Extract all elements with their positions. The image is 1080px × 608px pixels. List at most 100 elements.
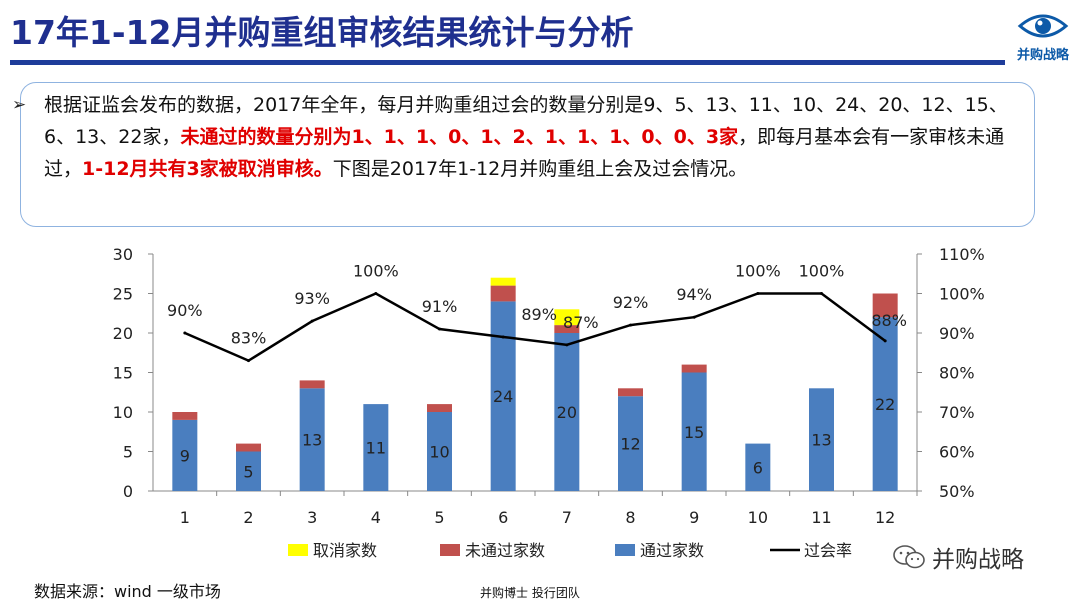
bar-cancel <box>490 277 516 286</box>
bar-fail <box>236 443 261 452</box>
x-tick-label: 3 <box>307 508 317 527</box>
x-tick-label: 4 <box>371 508 381 527</box>
y-right-tick-label: 110% <box>939 245 985 264</box>
pass-rate-point <box>247 359 250 363</box>
bar-pass <box>299 388 325 491</box>
footer-credit: 并购博士 投行团队 <box>480 586 580 600</box>
paragraph-text-1: 根据证监会发布的数据，2017年全年，每月并购重组过会的数量分别是9、5、13、… <box>44 94 1008 148</box>
page-title: 17年1-12月并购重组审核结果统计与分析 <box>10 13 634 52</box>
bar-fail <box>554 325 580 333</box>
pass-rate-label: 83% <box>231 329 267 348</box>
bar-cancel <box>554 309 580 326</box>
y-right-tick-label: 60% <box>939 443 975 462</box>
bar-fail <box>872 293 898 318</box>
bullet-arrow-icon: ➢ <box>12 95 27 115</box>
paragraph-text-3: 下图是2017年1-12月并购重组上会及过会情况。 <box>332 158 748 180</box>
pass-rate-point <box>820 292 823 295</box>
pass-rate-point <box>438 327 441 331</box>
bar-value-label: 13 <box>811 431 831 450</box>
legend-label: 通过家数 <box>640 541 704 560</box>
pass-rate-label: 100% <box>799 262 845 281</box>
title-underline <box>10 60 1005 65</box>
x-tick-label: 1 <box>180 508 190 527</box>
y-left-tick-label: 25 <box>113 285 133 304</box>
pass-rate-label: 88% <box>871 311 907 330</box>
bar-value-label: 11 <box>366 439 386 458</box>
bar-value-label: 15 <box>684 423 704 442</box>
pass-rate-point <box>565 343 569 347</box>
pass-rate-label: 87% <box>563 313 599 332</box>
y-right-tick-label: 70% <box>939 403 975 422</box>
bar-value-label: 22 <box>875 395 895 414</box>
bar-pass <box>872 317 898 491</box>
text-box <box>20 82 1035 227</box>
brand-logo: 并购战略 <box>1010 6 1076 64</box>
bar-value-label: 10 <box>429 443 449 462</box>
y-right-tick-label: 50% <box>939 482 975 501</box>
bar-value-label: 13 <box>302 431 322 450</box>
x-tick-label: 11 <box>811 508 831 527</box>
legend-swatch <box>288 544 308 556</box>
pass-rate-label: 89% <box>521 305 557 324</box>
y-left-tick-label: 20 <box>113 324 133 343</box>
bar-value-label: 6 <box>753 458 763 477</box>
pass-rate-line <box>184 292 886 363</box>
watermark-text: 并购战略 <box>932 547 1024 573</box>
y-left-tick-label: 15 <box>113 364 133 383</box>
legend-swatch <box>440 544 460 556</box>
bar-value-label: 24 <box>493 387 513 406</box>
legend-label: 过会率 <box>804 541 852 560</box>
x-tick-label: 7 <box>562 508 572 527</box>
pass-rate-label: 91% <box>422 297 458 316</box>
watermark: 并购战略 <box>892 540 1024 574</box>
pass-rate-label: 100% <box>735 262 781 281</box>
y-right-tick-label: 90% <box>939 324 975 343</box>
bar-pass <box>745 443 771 491</box>
legend-label: 未通过家数 <box>465 541 545 560</box>
bar-pass <box>427 412 452 491</box>
bar-value-label: 20 <box>557 403 577 422</box>
summary-paragraph: ➢ 根据证监会发布的数据，2017年全年，每月并购重组过会的数量分别是9、5、13… <box>12 89 1034 185</box>
paragraph-highlight-2: 1-12月共有3家被取消审核。 <box>82 158 333 180</box>
x-tick-label: 10 <box>748 508 768 527</box>
y-left-tick-label: 5 <box>123 443 133 462</box>
data-source: 数据来源：wind 一级市场 <box>34 582 221 601</box>
bar-pass <box>554 333 580 491</box>
x-tick-label: 2 <box>243 508 253 527</box>
pass-rate-label: 90% <box>167 301 203 320</box>
pass-rate-point <box>310 319 314 323</box>
legend-label: 取消家数 <box>313 541 377 560</box>
bar-fail <box>681 364 707 373</box>
y-right-tick-label: 80% <box>939 364 975 383</box>
x-tick-label: 12 <box>875 508 895 527</box>
eye-icon <box>1017 14 1069 38</box>
bar-value-label: 5 <box>243 462 253 481</box>
wechat-icon <box>893 545 925 569</box>
x-tick-label: 6 <box>498 508 508 527</box>
pass-rate-point <box>756 292 760 295</box>
pass-rate-label: 94% <box>676 285 712 304</box>
bar-fail <box>490 285 516 302</box>
bar-value-label: 9 <box>180 446 190 465</box>
pass-rate-point <box>883 339 887 343</box>
bar-pass <box>363 404 389 491</box>
pass-rate-point <box>501 335 505 339</box>
bar-pass <box>172 419 198 491</box>
legend-swatch <box>615 544 635 556</box>
bar-pass <box>809 388 834 491</box>
pass-rate-point <box>374 292 378 295</box>
bar-value-label: 12 <box>620 435 640 454</box>
pass-rate-point <box>629 323 632 327</box>
bar-fail <box>427 404 452 412</box>
pass-rate-label: 100% <box>353 262 399 281</box>
x-tick-label: 5 <box>434 508 444 527</box>
pass-rate-point <box>183 331 187 335</box>
x-tick-label: 8 <box>625 508 635 527</box>
bar-pass <box>236 451 261 491</box>
bar-pass <box>490 301 516 491</box>
pass-rate-label: 92% <box>613 293 649 312</box>
paragraph-text-2: ，即每月基本会有一家审核未通过， <box>44 126 1005 180</box>
y-left-tick-label: 10 <box>113 403 133 422</box>
paragraph-highlight-1: 未通过的数量分别为1、1、1、0、1、2、1、1、1、0、0、3家 <box>180 126 739 148</box>
